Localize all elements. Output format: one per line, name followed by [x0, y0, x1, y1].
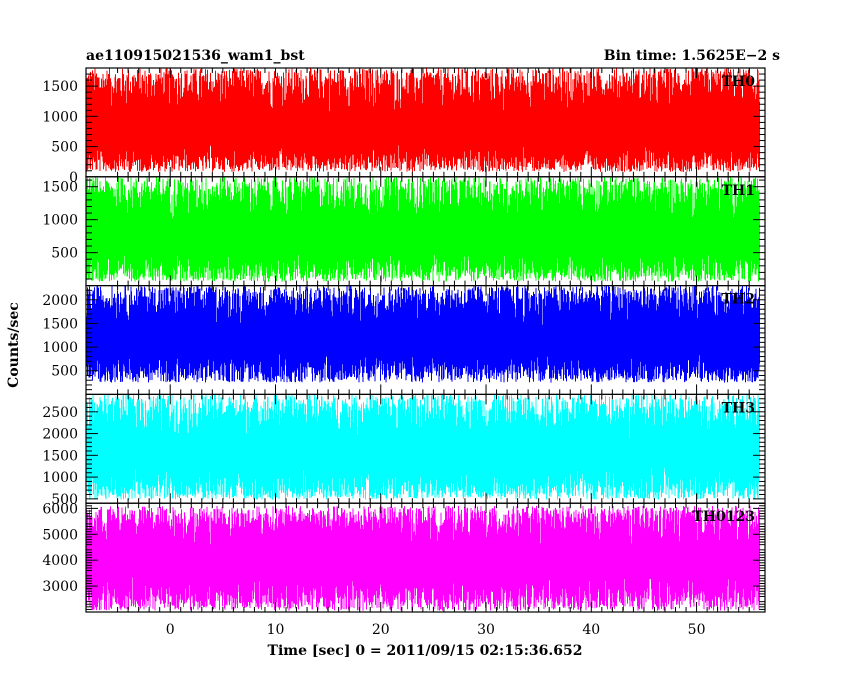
- y-tick-label: 1000: [42, 470, 78, 486]
- series-trace-th1: [85, 176, 760, 282]
- y-tick-label: 500: [51, 246, 78, 262]
- chart-title-left: ae110915021536_wam1_bst: [86, 48, 305, 64]
- y-tick-label: 3000: [42, 579, 78, 595]
- series-trace-th0123: [85, 505, 760, 611]
- y-tick-label: 1500: [42, 448, 78, 464]
- y-tick-label: 1000: [42, 340, 78, 356]
- x-tick-label: 20: [372, 622, 390, 638]
- x-tick-label: 50: [688, 622, 706, 638]
- y-tick-label: 5000: [42, 527, 78, 543]
- series-label-th3: TH3: [722, 400, 755, 416]
- y-tick-label: 1000: [42, 109, 78, 125]
- y-tick-label: 1500: [42, 316, 78, 332]
- y-tick-label: 500: [51, 364, 78, 380]
- y-axis-label: Counts/sec: [6, 302, 22, 388]
- y-tick-label: 1500: [42, 180, 78, 196]
- series-label-th1: TH1: [722, 183, 755, 199]
- chart-title-right: Bin time: 1.5625E−2 s: [604, 48, 780, 64]
- y-tick-label: 1000: [42, 213, 78, 229]
- y-tick-label: 4000: [42, 553, 78, 569]
- x-tick-label: 40: [582, 622, 600, 638]
- x-tick-label: 0: [166, 622, 175, 638]
- series-trace-th0: [85, 68, 760, 172]
- series-label-th0: TH0: [722, 74, 756, 90]
- x-tick-label: 30: [477, 622, 495, 638]
- y-tick-label: 500: [51, 492, 78, 508]
- x-axis-label: Time [sec] 0 = 2011/09/15 02:15:36.652: [268, 643, 583, 659]
- x-tick-label: 10: [267, 622, 285, 638]
- y-tick-label: 6000: [42, 501, 78, 517]
- y-tick-label: 2000: [42, 427, 78, 443]
- y-tick-label: 0: [69, 170, 78, 186]
- series-label-th0123: TH0123: [692, 509, 755, 525]
- y-tick-label: 2000: [42, 293, 78, 309]
- series-trace-th3: [85, 394, 760, 500]
- series-label-th2: TH2: [722, 292, 755, 308]
- y-tick-label: 1500: [42, 79, 78, 95]
- y-tick-label: 500: [51, 140, 78, 156]
- y-tick-label: 2500: [42, 405, 78, 421]
- series-trace-th2: [85, 285, 760, 383]
